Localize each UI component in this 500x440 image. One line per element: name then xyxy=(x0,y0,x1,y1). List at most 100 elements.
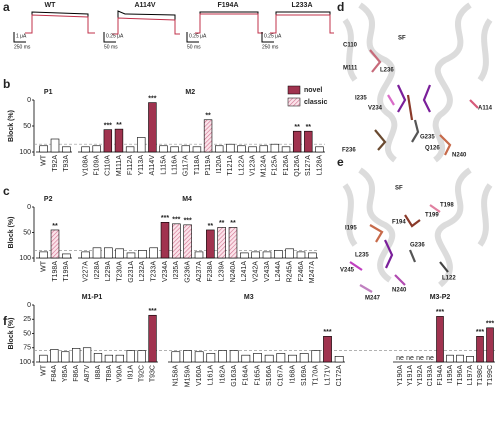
x-tick-label: I195A xyxy=(447,365,454,384)
legend-swatch xyxy=(287,85,301,95)
x-tick-label: L122A xyxy=(238,155,245,176)
trace xyxy=(112,10,180,35)
significance: *** xyxy=(104,122,112,129)
y-tick-label: 0 xyxy=(27,302,31,309)
y-tick-label: 0 xyxy=(27,204,31,211)
scale-label: 0.25 μA xyxy=(106,33,124,39)
x-tick-label: WT xyxy=(40,364,47,376)
x-tick-label: T92C xyxy=(138,365,145,382)
scale-label: 50 ms xyxy=(187,44,201,50)
x-tick-label: Y113A xyxy=(138,155,145,176)
significance: *** xyxy=(172,217,180,224)
x-tick-label: F112A xyxy=(127,155,134,175)
group-label: M1-P1 xyxy=(82,294,103,301)
trace-label: F194A xyxy=(217,2,238,9)
bar xyxy=(104,354,114,363)
bar xyxy=(103,129,113,153)
bar xyxy=(171,351,181,363)
trace xyxy=(270,14,334,34)
trace xyxy=(25,14,95,34)
significance: *** xyxy=(486,321,494,328)
significance: *** xyxy=(161,215,169,222)
structure-label: SF xyxy=(398,36,406,42)
bar xyxy=(170,146,179,153)
x-tick-label: N158A xyxy=(173,365,180,387)
x-tick-label: S166A xyxy=(266,365,273,386)
x-tick-label: T93C xyxy=(149,365,156,382)
panel-letter: d xyxy=(337,0,344,14)
scale-label: 50 ms xyxy=(104,44,118,50)
x-tick-label: V243A xyxy=(264,261,271,282)
bar xyxy=(226,143,235,153)
bar xyxy=(183,224,192,259)
structure-label: L235 xyxy=(355,253,369,259)
y-tick-label: 100 xyxy=(19,255,31,262)
bar xyxy=(206,353,216,363)
bar xyxy=(148,102,157,153)
bar xyxy=(241,354,251,363)
bar xyxy=(72,348,81,363)
bar xyxy=(50,229,60,259)
x-tick-label: T121A xyxy=(227,155,234,176)
x-tick-label: N240A xyxy=(230,261,237,283)
bar xyxy=(436,316,444,363)
x-tick-label: L229A xyxy=(105,261,112,282)
group-label: M4 xyxy=(182,196,192,203)
x-tick-label: C167A xyxy=(278,365,285,387)
structure-label: M247 xyxy=(365,296,381,302)
bar xyxy=(253,353,262,363)
x-tick-label: V123A xyxy=(249,155,256,176)
structure-label: I195 xyxy=(345,226,357,232)
structure-label: L122 xyxy=(442,276,456,282)
x-tick-label: Q126A xyxy=(294,155,301,177)
x-tick-label: A87V xyxy=(84,365,91,382)
x-tick-label: L241A xyxy=(241,261,248,282)
x-tick-label: I162A xyxy=(219,365,226,384)
bar xyxy=(62,253,71,259)
bar xyxy=(92,145,101,153)
x-tick-label: WT xyxy=(41,154,48,166)
bar xyxy=(62,146,71,153)
bar xyxy=(251,251,260,259)
bar xyxy=(456,354,464,363)
y-axis-label: Block (%) xyxy=(8,110,15,142)
structure-label: A114 xyxy=(478,106,493,112)
structure-label: F236 xyxy=(342,148,356,154)
bar xyxy=(137,137,146,153)
x-tick-label: G163A xyxy=(231,365,238,387)
x-tick-label: I235A xyxy=(173,261,180,280)
bar xyxy=(259,145,268,153)
x-tick-label: G231A xyxy=(128,261,135,283)
x-tick-label: T89A xyxy=(106,365,113,382)
bar xyxy=(81,146,90,153)
panel-letter: e xyxy=(337,155,344,169)
y-axis-label: Block (%) xyxy=(8,318,15,350)
x-tick-label: T170A xyxy=(313,365,320,386)
group-label: P2 xyxy=(44,196,53,203)
x-tick-label: L244A xyxy=(275,261,282,282)
trace-label: A114V xyxy=(134,2,155,9)
x-tick-label: A114V xyxy=(149,155,156,176)
structure-label: I235 xyxy=(355,96,367,102)
x-tick-label: V242A xyxy=(253,261,260,282)
x-tick-label: L232A xyxy=(139,261,146,282)
bar xyxy=(93,353,103,363)
x-tick-label: T196A xyxy=(457,365,464,386)
bar xyxy=(229,350,239,363)
bar xyxy=(125,146,135,153)
x-tick-label: Y192A xyxy=(417,365,424,386)
x-tick-label: L115A xyxy=(160,155,167,175)
x-tick-label: I91A xyxy=(128,365,135,380)
x-tick-label: C172A xyxy=(336,365,343,387)
structure-label: G235 xyxy=(420,135,435,141)
bar xyxy=(299,353,309,363)
bar xyxy=(194,251,204,259)
bar xyxy=(92,247,102,259)
bar xyxy=(285,248,294,259)
significance: *** xyxy=(436,309,444,316)
bar xyxy=(237,145,246,153)
y-axis-label: Block (%) xyxy=(8,217,15,249)
bar xyxy=(308,252,317,259)
structure xyxy=(342,167,493,293)
bar xyxy=(206,229,215,259)
